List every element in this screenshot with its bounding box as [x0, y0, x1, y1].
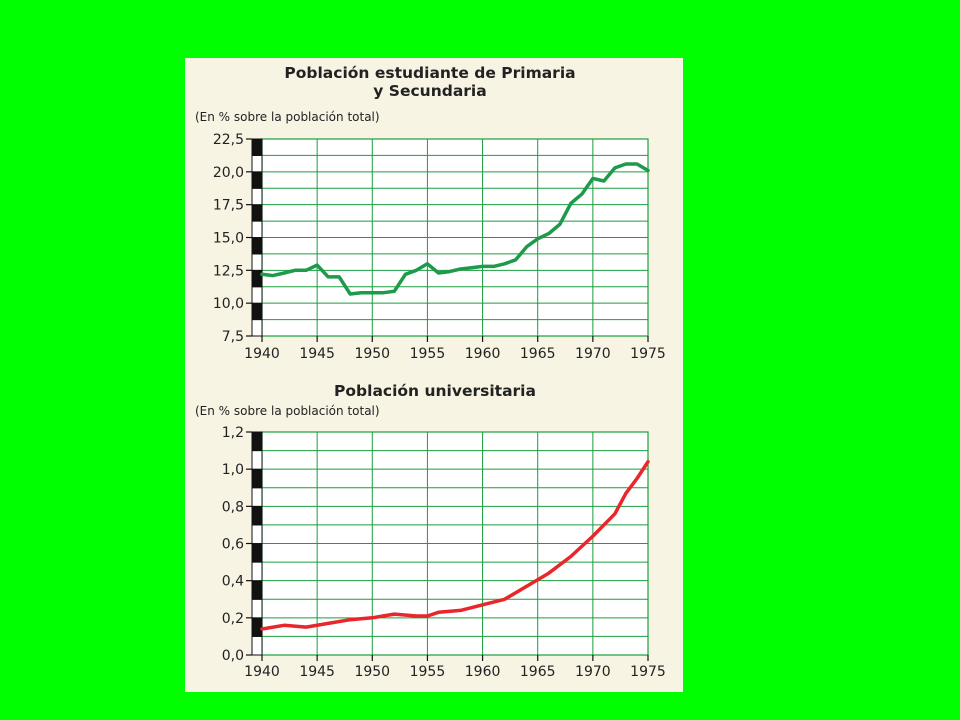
x-tick-label: 1945 — [299, 346, 335, 362]
unit-note: (En % sobre la población total) — [195, 110, 380, 124]
axis-scale-segment — [251, 468, 263, 489]
series-line — [260, 459, 650, 631]
axis-scale-segment — [251, 431, 263, 452]
x-tick-label: 1950 — [354, 346, 390, 362]
axis-scale-segment — [251, 204, 263, 222]
x-tick-label: 1975 — [630, 346, 666, 362]
x-tick-label: 1940 — [244, 664, 280, 680]
x-tick-label: 1945 — [299, 664, 335, 680]
chart-title-line: Población universitaria — [334, 382, 536, 400]
y-tick-label: 12,5 — [213, 263, 244, 279]
axis-scale-segment — [251, 138, 263, 156]
x-tick-label: 1955 — [410, 346, 446, 362]
axis-scale-segment — [251, 302, 263, 321]
axis-scale-segment — [251, 487, 263, 507]
x-tick-label: 1940 — [244, 346, 280, 362]
x-tick-label: 1970 — [575, 346, 611, 362]
axis-scale-bar — [251, 138, 263, 337]
axis-scale-segment — [251, 580, 263, 600]
chart-2: Población universitaria (En % sobre la po… — [195, 382, 666, 680]
x-tick-label: 1955 — [410, 664, 446, 680]
y-tick-label: 7,5 — [222, 329, 244, 345]
y-tick-label: 0,8 — [222, 499, 244, 515]
axis-scale-segment — [251, 319, 263, 337]
axis-scale-segment — [251, 635, 263, 656]
y-tick-label: 17,5 — [213, 198, 244, 214]
axis-scale-segment — [251, 543, 263, 563]
axis-scale-segment — [251, 286, 263, 304]
y-tick-label: 0,4 — [222, 574, 244, 590]
unit-note: (En % sobre la población total) — [195, 404, 380, 418]
axis-scale-segment — [251, 237, 263, 255]
axis-scale-segment — [251, 154, 263, 173]
axis-scale-segment — [251, 598, 263, 619]
chart-title-line: y Secundaria — [373, 82, 486, 100]
axis-scale-segment — [251, 505, 263, 526]
axis-scale-segment — [251, 524, 263, 545]
x-tick-label: 1960 — [465, 664, 501, 680]
series-line — [260, 162, 650, 296]
x-tick-label: 1975 — [630, 664, 666, 680]
y-tick-label: 0,0 — [222, 648, 244, 664]
axis-scale-segment — [251, 269, 263, 288]
y-tick-label: 1,2 — [222, 425, 244, 441]
axis-scale-segment — [251, 171, 263, 189]
axis-scale-segment — [251, 220, 263, 238]
x-tick-label: 1965 — [520, 664, 556, 680]
axis-scale-segment — [251, 450, 263, 470]
x-tick-label: 1965 — [520, 346, 556, 362]
chart-title-line: Población estudiante de Primaria — [284, 64, 575, 82]
axis-scale-segment — [251, 253, 263, 271]
y-tick-label: 10,0 — [213, 296, 244, 312]
x-tick-label: 1960 — [465, 346, 501, 362]
x-tick-label: 1950 — [354, 664, 390, 680]
axis-scale-segment — [251, 617, 263, 637]
y-tick-label: 22,5 — [213, 132, 244, 148]
y-tick-label: 15,0 — [213, 231, 244, 247]
y-tick-label: 1,0 — [222, 462, 244, 478]
y-tick-label: 20,0 — [213, 165, 244, 181]
axis-scale-segment — [251, 187, 263, 206]
y-tick-label: 0,6 — [222, 537, 244, 553]
x-tick-label: 1970 — [575, 664, 611, 680]
axis-scale-bar — [251, 431, 263, 656]
axis-scale-segment — [251, 561, 263, 582]
y-tick-label: 0,2 — [222, 611, 244, 627]
